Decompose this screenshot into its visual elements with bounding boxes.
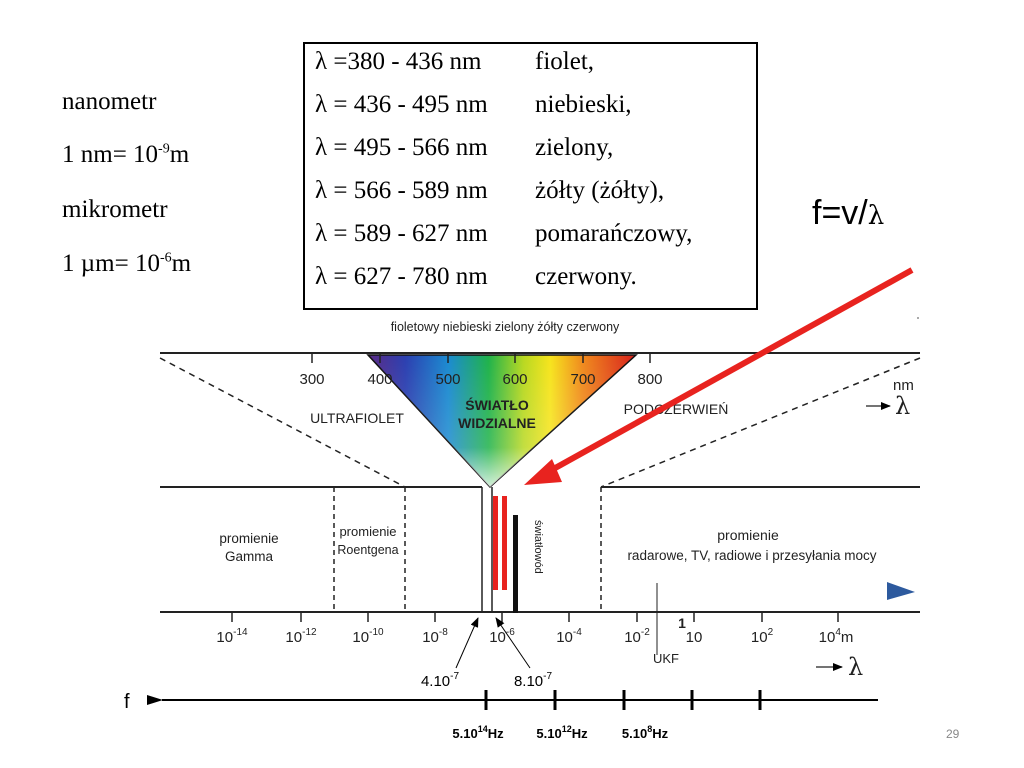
table-row: λ =380 - 436 nm fiolet, (315, 48, 595, 75)
xray-label-line1: promienie (339, 524, 396, 539)
meter-lambda-symbol: λ (848, 653, 863, 681)
meter-tick-label: 102 (751, 627, 774, 646)
marker-arrow-right (495, 617, 531, 669)
table-row: λ = 566 - 589 nm żółty (żółty), (315, 177, 665, 204)
table-row: λ = 627 - 780 nm czerwony. (315, 263, 637, 290)
meter-tick-label: 10-6 (489, 627, 515, 646)
marker-arrow-left (455, 617, 479, 669)
nm-tick-label: 300 (299, 371, 324, 388)
micrometer-label: mikrometr (62, 196, 168, 223)
meter-tick-label: 10-10 (352, 627, 384, 646)
meter-tick-one: 1 (678, 615, 686, 631)
nanometer-label: nanometr (62, 88, 157, 115)
frequency-tick-label: 5.1012Hz (536, 724, 588, 741)
page-number: 29 (946, 727, 960, 741)
meter-scale: 10-14 10-12 10-10 10-8 10-6 10-4 10-2 10… (216, 612, 863, 681)
radio-label-line2: radarowe, TV, radiowe i przesyłania mocy (627, 548, 876, 563)
frequency-tick-label: 5.1014Hz (452, 724, 504, 741)
nm-tick-label: 400 (367, 371, 392, 388)
table-row: λ = 436 - 495 nm niebieski, (315, 91, 632, 118)
red-arrow-head (524, 459, 562, 485)
meter-tick-label: 10 (686, 629, 703, 646)
marker-right-label: 8.10-7 (514, 671, 553, 690)
fiber-bar-red-right (502, 496, 507, 590)
nm-tick-label: 800 (637, 371, 662, 388)
nanometer-definition: 1 nm= 10-9m (62, 141, 190, 168)
fiber-label: światłowód (532, 520, 544, 574)
color-names-label: fioletowy niebieski zielony żółty czerwo… (391, 320, 620, 334)
meter-tick-label: 10-4 (556, 627, 582, 646)
nm-tick-label: 600 (502, 371, 527, 388)
table-row: λ = 589 - 627 nm pomarańczowy, (315, 220, 693, 247)
nm-unit-label: nm (893, 377, 914, 394)
gamma-label-line2: Gamma (225, 549, 274, 564)
ukf-label: UKF (653, 651, 679, 666)
meter-tick-label: 10-12 (285, 627, 317, 646)
marker-left-label: 4.10-7 (421, 671, 460, 690)
red-arrow-line (546, 267, 914, 475)
fiber-bar-black (513, 515, 518, 613)
meter-tick-label: 104m (819, 627, 854, 646)
visible-light-fade (368, 355, 636, 487)
visible-light-label-line2: WIDZIALNE (458, 415, 536, 431)
meter-tick-label: 10-2 (624, 627, 650, 646)
funnel-dash-left (159, 357, 406, 488)
ultraviolet-label: ULTRAFIOLET (310, 410, 404, 426)
fiber-bar-red-left (493, 496, 498, 590)
frequency-tick-label: 5.108Hz (622, 724, 669, 741)
radio-label-line1: promienie (717, 527, 779, 543)
blue-pointer-icon (887, 582, 915, 600)
nm-lambda-symbol: λ (895, 392, 910, 420)
funnel-dash-right (600, 357, 921, 488)
table-row: λ = 495 - 566 nm zielony, (315, 134, 614, 161)
meter-tick-label: 10-8 (422, 627, 448, 646)
frequency-formula: f=v/λ (812, 194, 885, 232)
meter-tick-label: 10-14 (216, 627, 248, 646)
xray-label-line2: Roentgena (337, 543, 398, 557)
nm-tick-label: 700 (570, 371, 595, 388)
micrometer-definition: 1 µm= 10-6m (62, 250, 192, 277)
nm-tick-label: 500 (435, 371, 460, 388)
wavelength-color-table: λ =380 - 436 nm fiolet, λ = 436 - 495 nm n… (303, 42, 758, 310)
gamma-label-line1: promienie (219, 531, 278, 546)
frequency-axis-label: f (124, 691, 130, 713)
nm-scale: 300 400 500 600 700 800 nm λ (299, 353, 914, 420)
visible-light-label-line1: ŚWIATŁO (465, 396, 529, 413)
